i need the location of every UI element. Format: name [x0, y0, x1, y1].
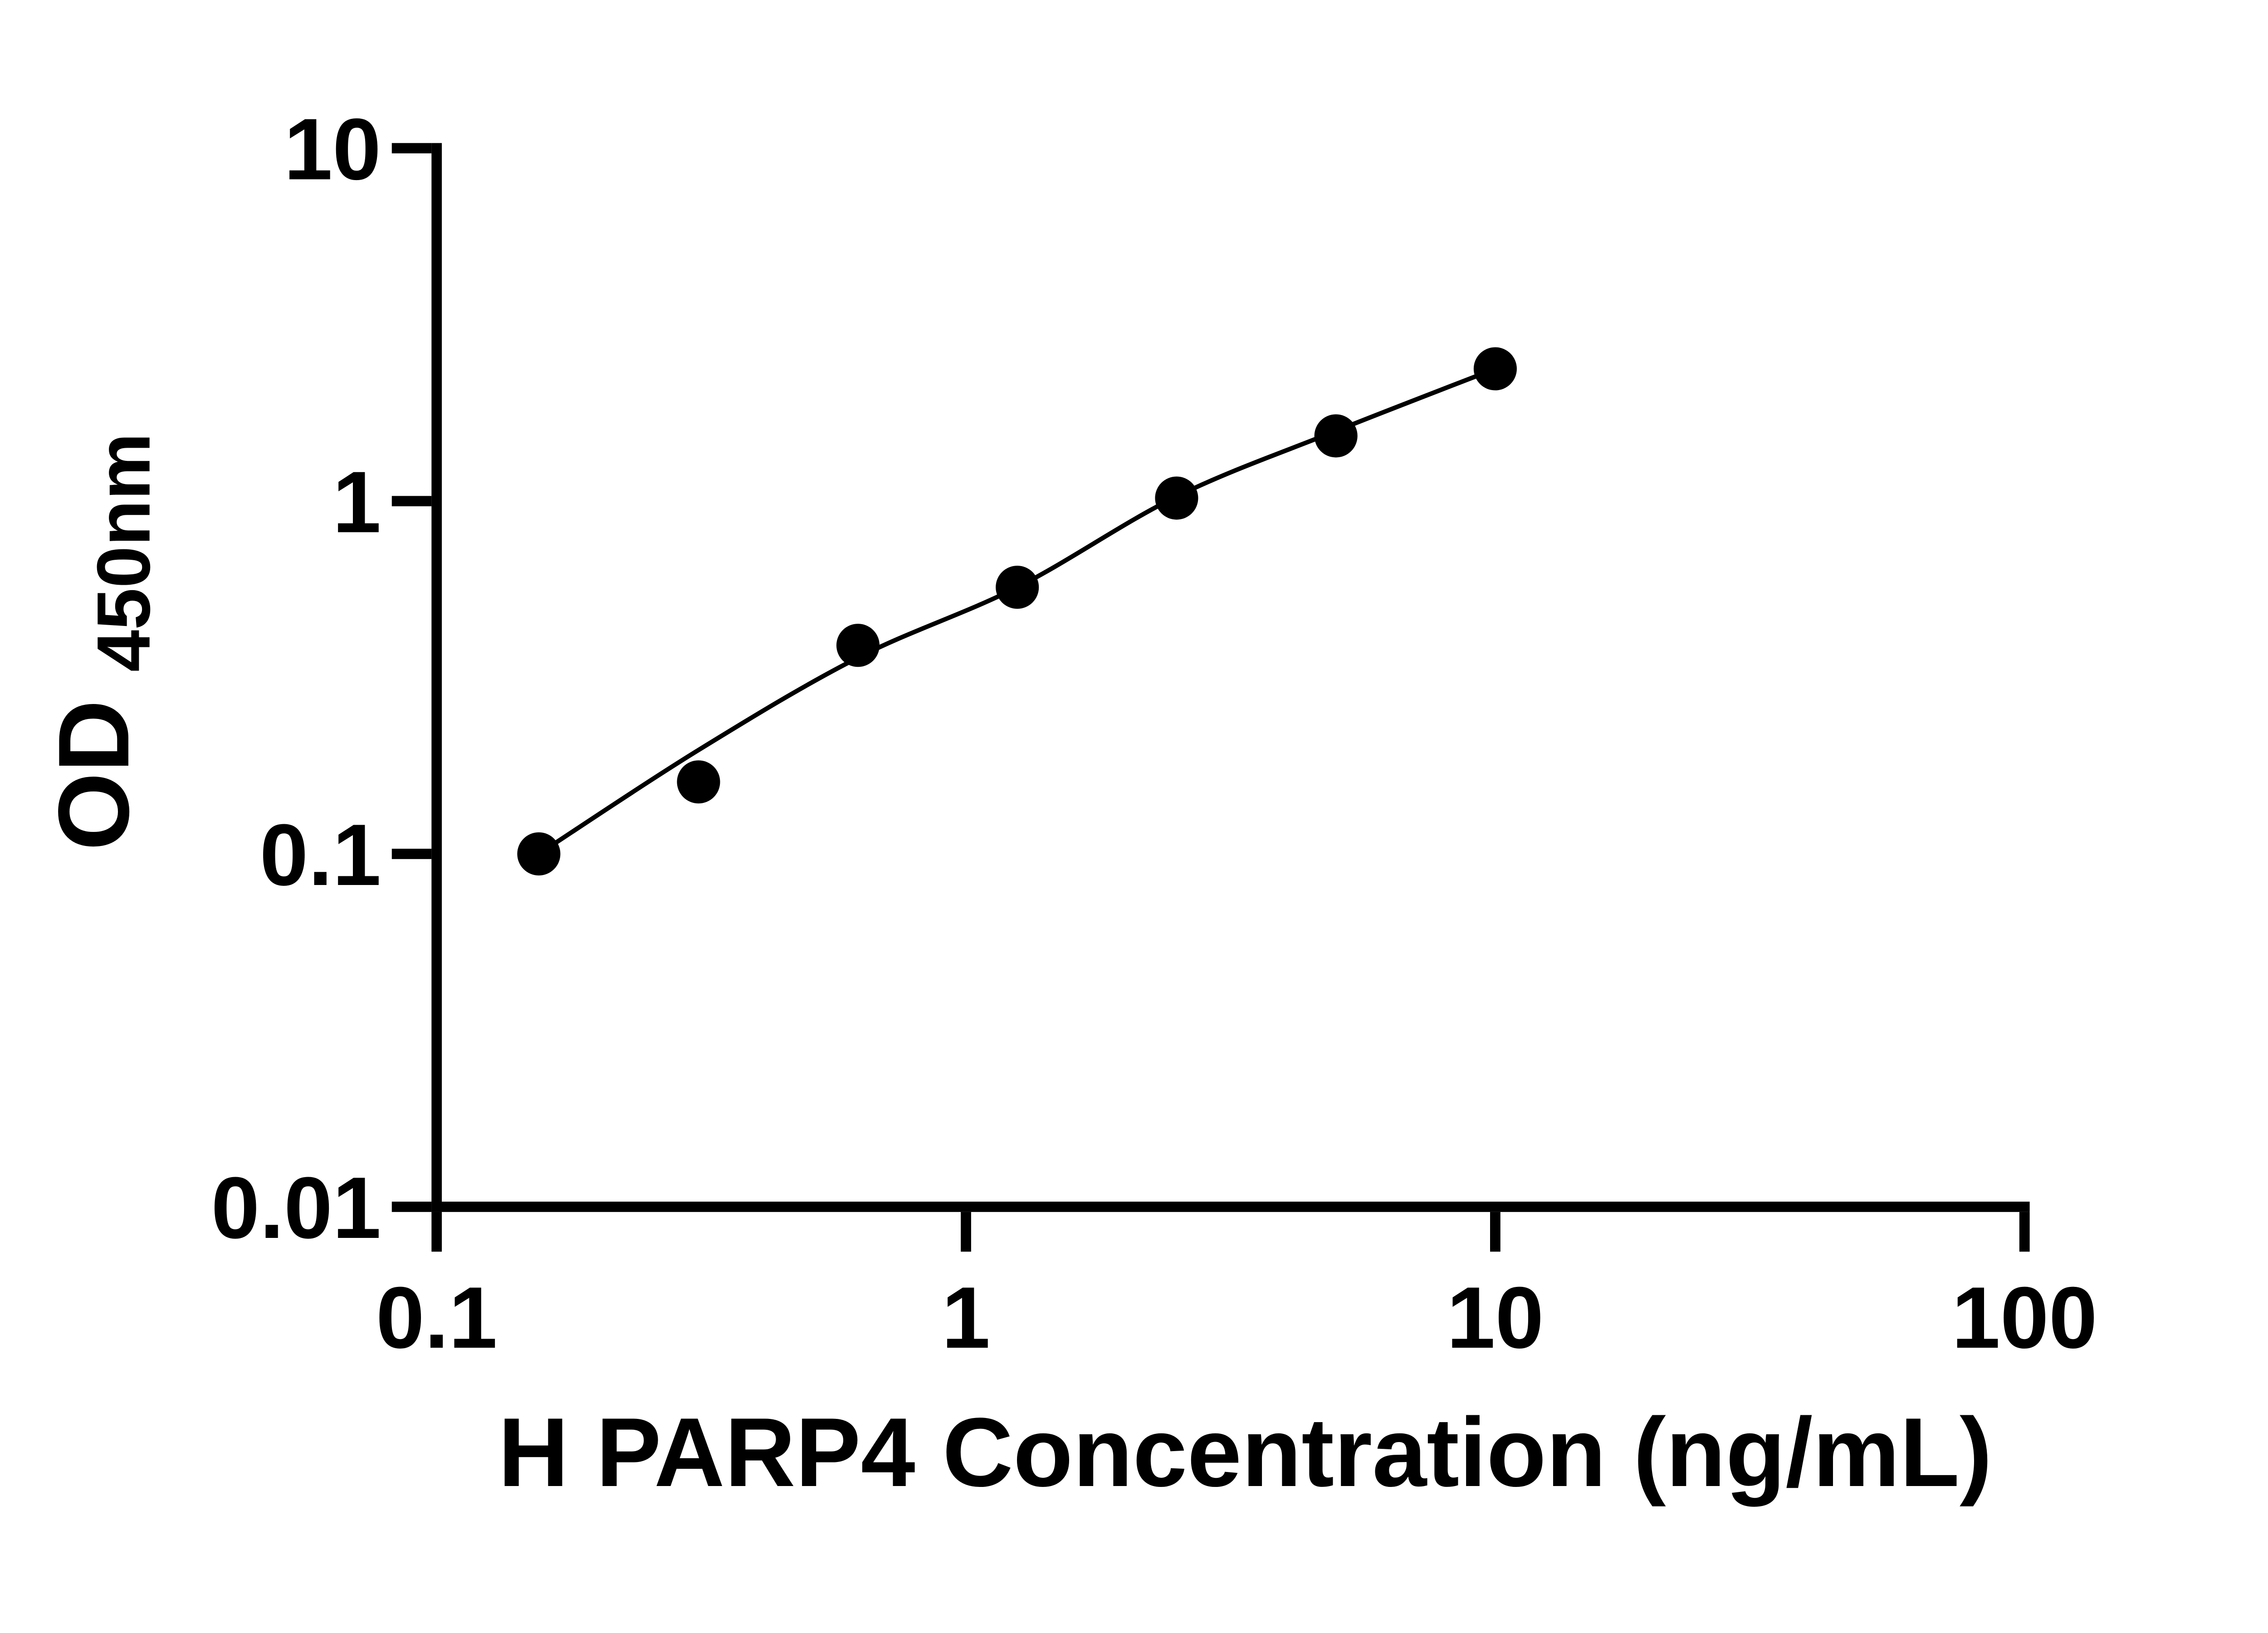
axes — [431, 143, 2030, 1212]
data-point-5 — [1314, 414, 1358, 458]
x-axis-line — [431, 1202, 2030, 1212]
y-tick-10 — [391, 143, 432, 154]
x-tick-100 — [2019, 1212, 2030, 1252]
data-point-2.5 — [1155, 476, 1198, 520]
x-tick-1 — [961, 1212, 971, 1252]
x-tick-label-10: 10 — [1447, 1269, 1544, 1366]
x-tick-label-0.1: 0.1 — [376, 1269, 498, 1366]
y-tick-label-0.01: 0.01 — [211, 1159, 381, 1257]
tick-labels: 10 1 0.1 0.01 0.1 1 10 100 — [211, 100, 2097, 1366]
data-point-10 — [1473, 347, 1517, 391]
data-point-0.3125 — [677, 760, 720, 804]
y-axis-title-main: OD — [37, 700, 150, 851]
y-tick-1 — [391, 496, 432, 507]
y-tick-label-10: 10 — [284, 100, 381, 198]
axis-ticks — [391, 143, 2030, 1252]
x-tick-label-1: 1 — [942, 1269, 990, 1366]
elisa-standard-curve-figure: 10 1 0.1 0.01 0.1 1 10 100 H PARP4 Concentratio… — [37, 100, 2097, 1507]
y-tick-label-1: 1 — [332, 453, 381, 551]
data-point-0.625 — [836, 624, 880, 667]
x-tick-label-100: 100 — [1952, 1269, 2097, 1366]
y-axis-line — [431, 143, 442, 1212]
x-tick-10 — [1490, 1212, 1501, 1252]
x-tick-0.1 — [431, 1212, 442, 1252]
y-tick-0.1 — [391, 849, 432, 859]
y-tick-label-0.1: 0.1 — [260, 806, 381, 904]
data-point-0.156 — [517, 832, 561, 875]
x-axis-title: H PARP4 Concentration (ng/mL) — [498, 1398, 1992, 1507]
data-point-1.25 — [996, 566, 1039, 609]
data-points — [517, 347, 1517, 875]
y-axis-title-subscript: 450nm — [82, 433, 166, 672]
y-axis-title: OD 450nm — [37, 433, 166, 851]
chart-canvas: 10 1 0.1 0.01 0.1 1 10 100 H PARP4 Concentratio… — [37, 100, 2097, 1507]
y-tick-0.01 — [391, 1202, 432, 1212]
